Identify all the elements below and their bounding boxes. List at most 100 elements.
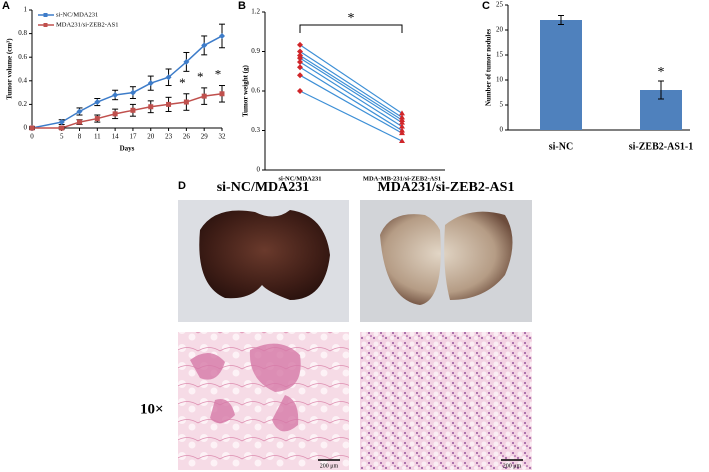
y-tick-label: 5: [500, 101, 504, 109]
x-tick-label: 0: [30, 133, 34, 141]
pair-line: [299, 57, 403, 124]
marker: [129, 89, 136, 96]
pair-line: [299, 74, 403, 134]
y-axis-label: Tumor weight (g): [242, 64, 250, 116]
marker: [166, 101, 172, 107]
pair-line: [299, 50, 403, 118]
y-tick-label: 0.8: [18, 29, 27, 37]
significance-bracket: [299, 24, 403, 33]
pair-line: [299, 66, 403, 132]
lung-control: [199, 210, 330, 300]
lung-knockdown: [380, 211, 513, 305]
scale-bar-label: 200 μm: [320, 463, 339, 469]
marker: [399, 127, 405, 133]
marker: [297, 55, 303, 62]
marker: [183, 58, 190, 65]
significance: *: [348, 11, 355, 26]
y-tick-label: 0.6: [251, 87, 260, 95]
tumor-foci: [190, 343, 301, 432]
marker: [165, 74, 172, 81]
legend-label: si-NC/MDA231: [56, 11, 98, 18]
marker: [76, 108, 83, 115]
y-tick-label: 10: [496, 76, 504, 84]
panel-label: C: [482, 0, 490, 12]
marker: [94, 99, 101, 106]
marker: [399, 123, 405, 129]
x-tick-label: 5: [60, 133, 64, 141]
marker: [297, 72, 303, 79]
legend-marker: [43, 13, 48, 17]
marker: [112, 91, 119, 98]
x-tick-label: MDA-MB-231/si-ZEB2-AS1: [363, 175, 441, 182]
marker: [297, 88, 303, 94]
marker: [59, 125, 65, 131]
x-tick-label: 17: [129, 133, 137, 141]
panel-d-images: [178, 200, 532, 470]
marker: [112, 111, 118, 117]
marker: [29, 125, 35, 131]
y-tick-label: 15: [496, 51, 504, 59]
y-tick-label: 0: [257, 166, 261, 174]
y-tick-label: 0: [500, 126, 504, 134]
significance: *: [197, 69, 204, 84]
x-tick-label: si-NC/MDA231: [279, 175, 322, 182]
marker: [148, 104, 154, 110]
column-title: MDA231/si-ZEB2-AS1: [378, 180, 515, 195]
y-tick-label: 20: [496, 26, 504, 34]
significance: *: [658, 65, 665, 80]
panel-label: B: [238, 0, 246, 12]
pair-line: [299, 44, 403, 114]
y-tick-label: 25: [496, 1, 504, 9]
y-axis-label: Number of tumor nodules: [485, 29, 493, 107]
marker: [399, 110, 405, 116]
marker: [399, 138, 405, 144]
y-axis-label: Tumor volume (cm³): [6, 38, 14, 100]
marker: [147, 80, 154, 87]
x-tick-label: 11: [94, 133, 101, 141]
panel-label: D: [178, 180, 186, 192]
column-title: si-NC/MDA231: [217, 180, 310, 195]
marker: [399, 130, 405, 136]
x-tick-label: 32: [219, 133, 227, 141]
legend-marker: [43, 23, 48, 27]
marker: [201, 42, 208, 49]
scale-bar-label: 200 μm: [503, 463, 522, 469]
marker: [77, 119, 82, 125]
marker: [399, 116, 405, 122]
x-tick-label: 14: [112, 133, 120, 141]
marker: [297, 41, 303, 48]
marker: [183, 99, 189, 105]
marker: [399, 114, 405, 120]
row-label: 10×: [140, 401, 164, 417]
marker: [297, 64, 303, 71]
y-tick-label: 0.9: [251, 47, 260, 55]
y-tick-label: 0.3: [251, 126, 260, 134]
x-tick-label: si-ZEB2-AS1-1: [629, 141, 693, 152]
x-tick-label: si-NC: [549, 141, 573, 152]
y-tick-label: 0.6: [18, 53, 27, 61]
marker: [297, 48, 303, 55]
significance: *: [215, 67, 222, 82]
marker: [94, 116, 100, 122]
x-tick-label: 26: [183, 133, 191, 141]
x-tick-label: 23: [165, 133, 173, 141]
significance: *: [179, 75, 186, 90]
x-tick-label: 20: [147, 133, 155, 141]
marker: [219, 91, 225, 97]
x-tick-label: 29: [201, 133, 209, 141]
marker: [201, 93, 207, 99]
x-tick-label: 8: [78, 133, 82, 141]
y-tick-label: 1.2: [251, 8, 260, 16]
histology-knockdown: [360, 332, 532, 470]
marker: [130, 107, 136, 113]
marker: [219, 32, 225, 39]
marker: [297, 59, 303, 66]
y-tick-label: 1: [24, 6, 28, 14]
y-tick-label: 0.4: [18, 76, 27, 84]
marker: [399, 119, 405, 125]
pair-line: [299, 54, 403, 121]
panel-label: A: [2, 0, 10, 12]
x-axis-label: Days: [120, 145, 135, 153]
marker: [58, 119, 65, 126]
